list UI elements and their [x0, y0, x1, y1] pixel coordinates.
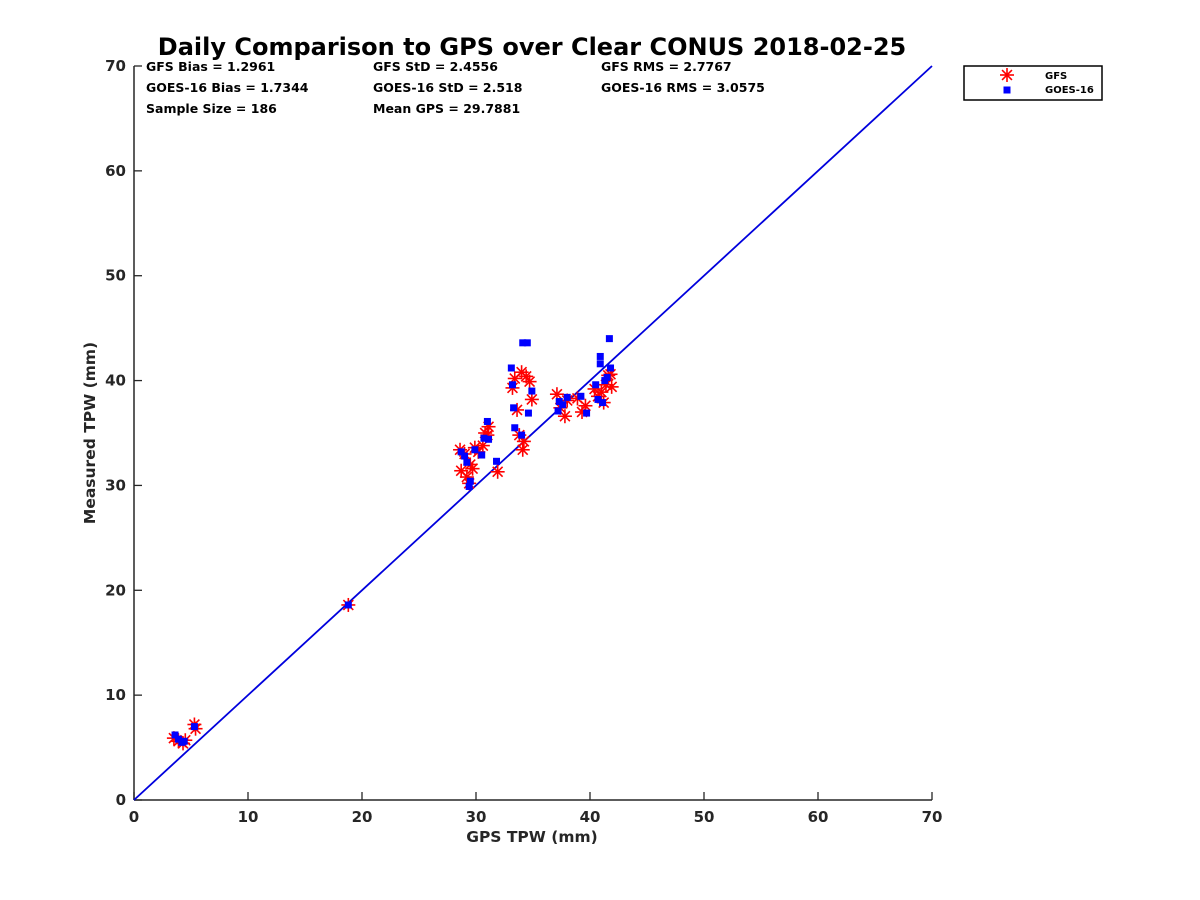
legend: GFS GOES-16	[963, 65, 1103, 101]
goes16-point	[508, 381, 516, 389]
goes16-series	[171, 335, 615, 746]
goes16-point	[344, 601, 352, 609]
goes16-point	[554, 407, 562, 415]
legend-gfs-asterisk	[1000, 68, 1014, 82]
goes16-point	[523, 339, 531, 347]
stat-goes-bias: GOES-16 Bias = 1.7344	[146, 80, 309, 95]
goes16-point	[510, 404, 518, 412]
x-tick-label: 60	[808, 808, 829, 826]
gfs-point	[524, 392, 539, 407]
legend-goes16-marker	[1003, 86, 1011, 94]
legend-gfs-marker	[1000, 68, 1014, 82]
goes16-point	[511, 424, 519, 432]
stat-gfs-bias: GFS Bias = 1.2961	[146, 59, 275, 74]
stat-goes-rms: GOES-16 RMS = 3.0575	[601, 80, 765, 95]
gfs-point	[557, 409, 572, 424]
gfs-point	[522, 374, 537, 389]
goes16-point	[190, 723, 198, 731]
x-tick-label: 70	[922, 808, 943, 826]
goes16-point	[599, 399, 607, 407]
y-tick-label: 0	[116, 791, 126, 809]
goes16-point	[559, 401, 567, 409]
goes16-point	[463, 458, 471, 466]
x-tick-label: 10	[238, 808, 259, 826]
legend-box	[963, 65, 1103, 101]
goes16-point	[605, 335, 613, 343]
legend-goes16-label: GOES-16	[1045, 85, 1094, 96]
y-tick-label: 30	[105, 476, 126, 494]
x-tick-label: 40	[580, 808, 601, 826]
y-axis-label: Measured TPW (mm)	[81, 342, 99, 524]
goes16-point	[480, 434, 488, 442]
axes: 0 10 20 30 40 50 60 70 0 10 20 30 40 50 60 70	[105, 57, 942, 826]
goes16-point	[466, 477, 474, 485]
y-tick-label: 20	[105, 581, 126, 599]
goes16-point	[493, 457, 501, 465]
goes16-point	[563, 393, 571, 401]
y-tick-label: 10	[105, 686, 126, 704]
goes16-point	[471, 446, 479, 454]
gfs-series	[166, 365, 619, 751]
reference-line-group	[133, 65, 933, 801]
goes16-point	[461, 452, 469, 460]
goes16-point	[596, 360, 604, 368]
gfs-point	[604, 379, 619, 394]
gfs-point	[594, 385, 609, 400]
x-axis-label: GPS TPW (mm)	[466, 828, 598, 846]
x-tick-label: 30	[466, 808, 487, 826]
goes16-point	[596, 352, 604, 360]
goes16-point	[518, 431, 526, 439]
y-tick-label: 60	[105, 162, 126, 180]
y-tick-label: 50	[105, 267, 126, 285]
y-tick-label: 70	[105, 57, 126, 75]
goes16-point	[478, 451, 486, 459]
goes16-point	[577, 392, 585, 400]
chart-title: Daily Comparison to GPS over Clear CONUS…	[158, 33, 906, 61]
goes16-point	[592, 381, 600, 389]
goes16-point	[583, 409, 591, 417]
goes16-point	[607, 364, 615, 372]
x-tick-label: 20	[352, 808, 373, 826]
reference-line	[133, 65, 933, 801]
y-tick-label: 40	[105, 372, 126, 390]
x-tick-label: 50	[694, 808, 715, 826]
goes16-point	[485, 435, 493, 443]
goes16-point	[457, 448, 465, 456]
legend-gfs-label: GFS	[1045, 71, 1067, 82]
goes16-point	[528, 387, 536, 395]
stat-mean-gps: Mean GPS = 29.7881	[373, 101, 520, 116]
stat-gfs-rms: GFS RMS = 2.7767	[601, 59, 732, 74]
x-tick-label: 0	[129, 808, 139, 826]
legend-goes16-square	[1003, 86, 1011, 94]
goes16-point	[603, 373, 611, 381]
stat-goes-std: GOES-16 StD = 2.518	[373, 80, 522, 95]
stats-block: GFS Bias = 1.2961 GFS StD = 2.4556 GFS R…	[146, 59, 765, 116]
goes16-point	[465, 482, 473, 490]
goes16-point	[507, 364, 515, 372]
goes16-point	[483, 417, 491, 425]
goes16-point	[180, 737, 188, 745]
stat-sample-size: Sample Size = 186	[146, 101, 277, 116]
goes16-point	[519, 339, 527, 347]
goes16-point	[524, 409, 532, 417]
stat-gfs-std: GFS StD = 2.4556	[373, 59, 498, 74]
gfs-point	[490, 464, 505, 479]
goes16-point	[594, 395, 602, 403]
goes16-point	[171, 731, 179, 739]
